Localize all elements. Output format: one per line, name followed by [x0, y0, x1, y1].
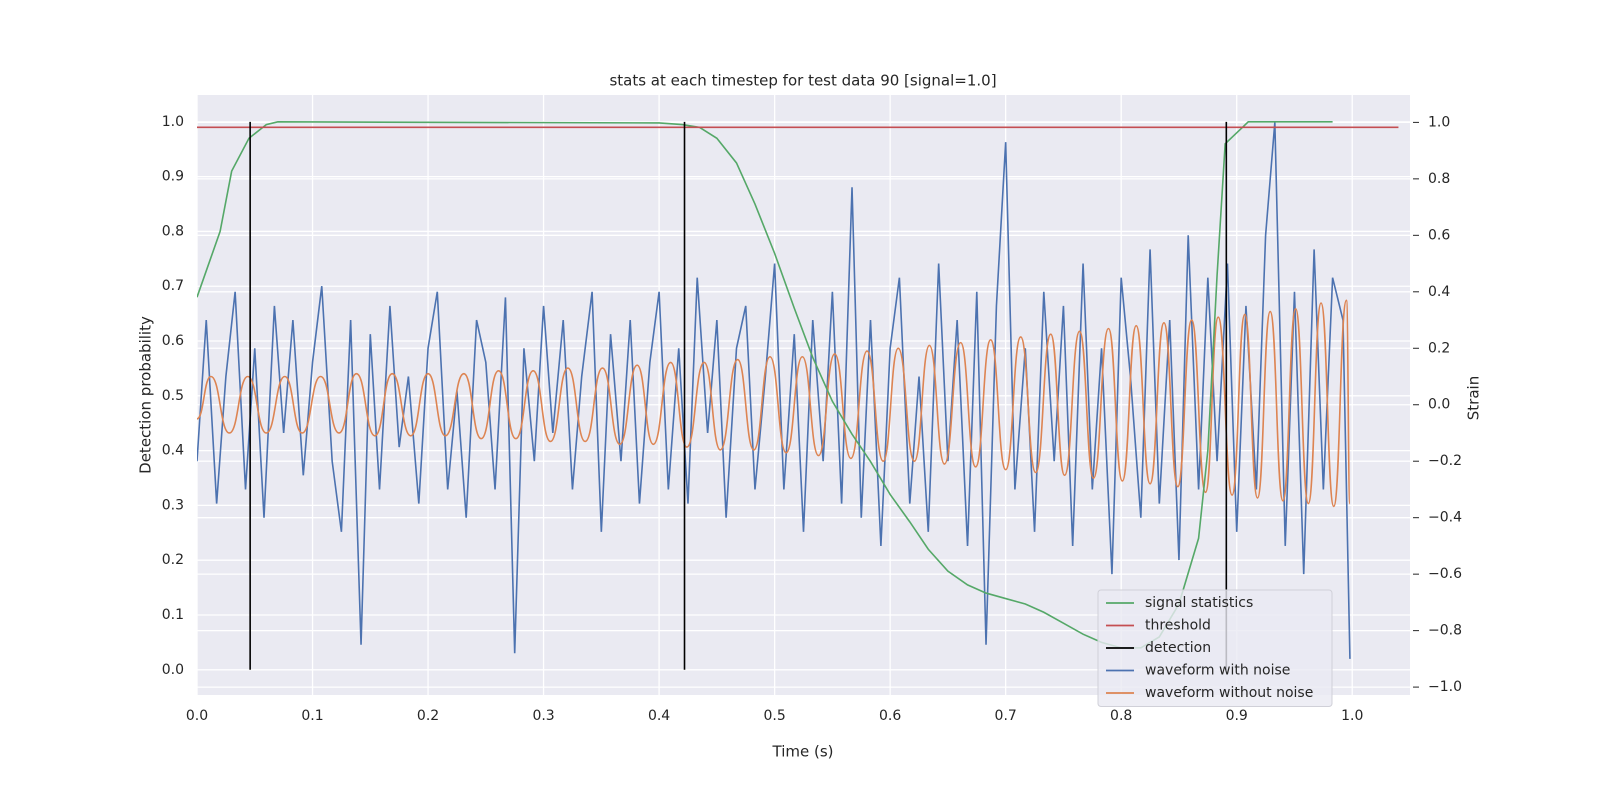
series-line [197, 122, 1351, 659]
y2-tick-label: −1.0 [1428, 679, 1462, 695]
x-axis-label: Time (s) [772, 743, 834, 761]
x-tick-label: 0.3 [532, 708, 554, 724]
y-tick-label: 0.8 [162, 223, 184, 239]
y-axis-label: Detection probability [137, 316, 155, 474]
y-tick-label: 0.2 [162, 552, 184, 568]
y-tick-label: 0.0 [162, 662, 184, 678]
series-line [197, 299, 1351, 508]
y2-axis-label: Strain [1465, 376, 1483, 420]
x-tick-label: 0.8 [1110, 708, 1132, 724]
y-tick-label: 0.3 [162, 497, 184, 513]
series-line [197, 121, 1333, 649]
y-tick-label: 1.0 [162, 114, 184, 130]
marks [197, 121, 1399, 670]
y-tick-label: 0.7 [162, 278, 184, 294]
x-tick-label: 0.5 [763, 708, 785, 724]
legend-box [1097, 589, 1333, 707]
y-tick-label: 0.9 [162, 169, 184, 185]
y-tick-label: 0.5 [162, 388, 184, 404]
y2-tick-label: 0.8 [1428, 171, 1450, 187]
y2-tick-label: −0.4 [1428, 510, 1462, 526]
chart-title: stats at each timestep for test data 90 … [609, 72, 996, 90]
x-tick-label: 0.6 [879, 708, 901, 724]
legend: signal statistics threshold detection wavef… [1097, 589, 1333, 707]
x-tick-label: 0.2 [417, 708, 439, 724]
x-tick-label: 0.9 [1226, 708, 1248, 724]
y2-tick-label: 1.0 [1428, 114, 1450, 130]
y-tick-label: 0.6 [162, 333, 184, 349]
x-tick-label: 0.1 [301, 708, 323, 724]
legend-label: waveform without noise [1145, 685, 1313, 701]
y-tick-label: 0.1 [162, 607, 184, 623]
grid [196, 95, 1410, 695]
y2-tick-label: −0.8 [1428, 623, 1462, 639]
y-tick-label: 0.4 [162, 443, 184, 459]
y2-tick-label: 0.0 [1428, 397, 1450, 413]
legend-label: waveform with noise [1145, 663, 1290, 679]
y2-tick-label: 0.4 [1428, 284, 1450, 300]
y2-tick-label: −0.6 [1428, 566, 1462, 582]
x-tick-label: 1.0 [1341, 708, 1363, 724]
legend-label: detection [1145, 640, 1211, 656]
y2-tick-label: 0.6 [1428, 227, 1450, 243]
x-tick-label: 0.0 [186, 708, 208, 724]
x-tick-label: 0.7 [995, 708, 1017, 724]
x-tick-label: 0.4 [648, 708, 670, 724]
legend-label: signal statistics [1145, 595, 1253, 611]
y2-tick-label: −0.2 [1428, 453, 1462, 469]
legend-label: threshold [1145, 618, 1211, 634]
y2-tick-label: 0.2 [1428, 340, 1450, 356]
